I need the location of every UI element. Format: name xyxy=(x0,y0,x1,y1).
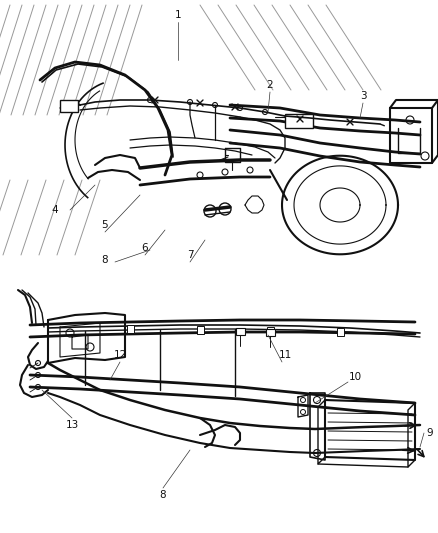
Bar xyxy=(337,328,344,336)
Text: 3: 3 xyxy=(360,91,366,101)
Text: 9: 9 xyxy=(427,428,433,438)
Bar xyxy=(127,325,134,333)
Bar xyxy=(236,328,245,335)
Text: 10: 10 xyxy=(349,372,361,382)
Text: 1: 1 xyxy=(175,10,181,20)
Text: 4: 4 xyxy=(52,205,58,215)
Bar xyxy=(267,327,274,335)
Text: 7: 7 xyxy=(187,250,193,260)
Text: 2: 2 xyxy=(267,80,273,90)
Text: 12: 12 xyxy=(113,350,127,360)
Text: 6: 6 xyxy=(141,243,148,253)
Bar xyxy=(266,329,275,336)
Text: 13: 13 xyxy=(65,420,79,430)
Text: 5: 5 xyxy=(102,220,108,230)
Bar xyxy=(285,114,313,128)
Text: 8: 8 xyxy=(160,490,166,500)
Bar xyxy=(60,100,78,112)
Text: 11: 11 xyxy=(279,350,292,360)
Bar xyxy=(197,326,204,334)
Text: 8: 8 xyxy=(102,255,108,265)
